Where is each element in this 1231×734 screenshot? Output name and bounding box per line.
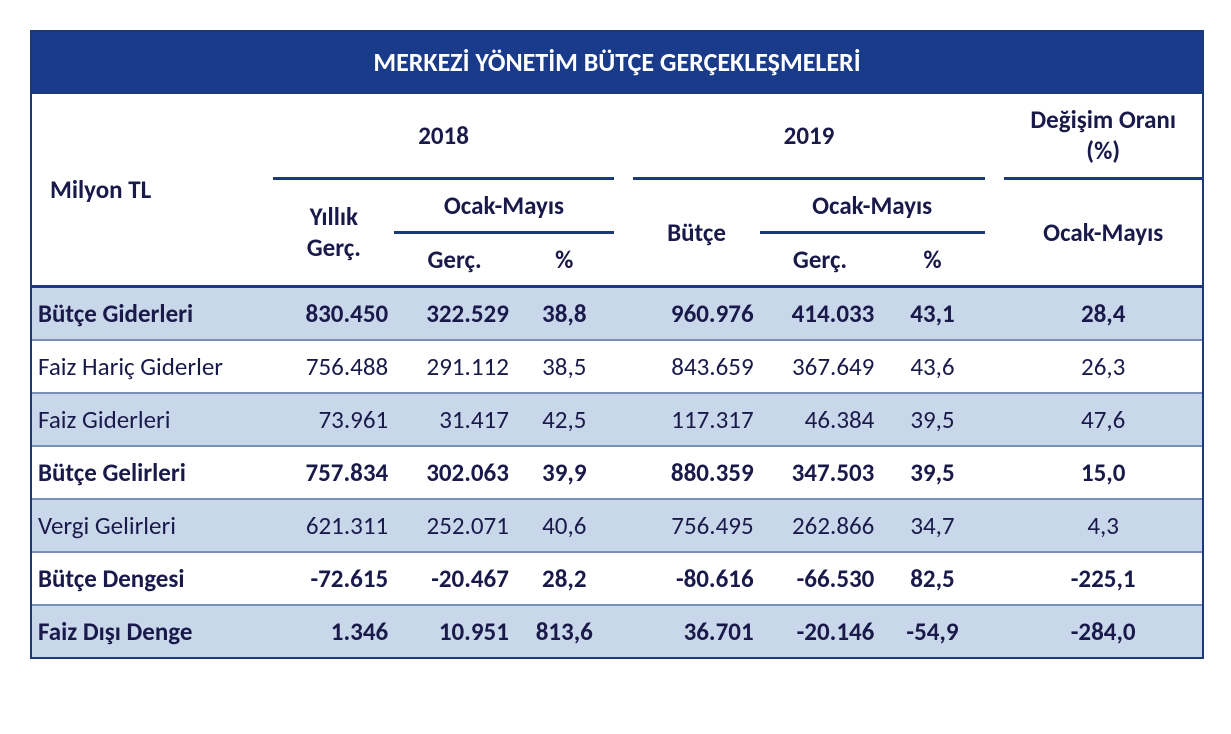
col-2019-gerc: Gerç. [760,232,881,285]
table-title: MERKEZİ YÖNETİM BÜTÇE GERÇEKLEŞMELERİ [32,32,1202,94]
col-2019-budget: Bütçe [633,178,759,285]
row-label: Faiz Hariç Giderler [32,340,273,393]
col-change-period: Ocak-Mayıs [1004,178,1202,285]
col-2018-gerc: Gerç. [394,232,515,285]
change-rate-header: Değişim Oranı (%) [1004,94,1202,178]
col-2018-period: Ocak-Mayıs [394,178,614,232]
data-table: Milyon TL 2018 2019 Değişim Oranı (%) Yı… [32,94,1202,657]
table-row: Vergi Gelirleri621.311252.07140,6756.495… [32,499,1202,552]
row-label: Bütçe Dengesi [32,552,273,605]
col-2018-pct: % [515,232,614,285]
table-row: Bütçe Giderleri830.450322.52938,8960.976… [32,286,1202,340]
col-2018-annual: Yıllık Gerç. [273,178,394,285]
row-label: Bütçe Gelirleri [32,446,273,499]
col-2019-period: Ocak-Mayıs [760,178,985,232]
table-row: Faiz Giderleri73.96131.41742,5117.31746.… [32,393,1202,446]
table-row: Bütçe Dengesi-72.615-20.46728,2-80.616-6… [32,552,1202,605]
table-row: Faiz Dışı Denge1.34610.951813,636.701-20… [32,605,1202,657]
unit-label: Milyon TL [32,94,273,285]
year-2018-header: 2018 [273,94,613,178]
row-label: Faiz Giderleri [32,393,273,446]
budget-table: MERKEZİ YÖNETİM BÜTÇE GERÇEKLEŞMELERİ Mi… [30,30,1204,659]
col-2019-pct: % [880,232,984,285]
table-row: Bütçe Gelirleri757.834302.06339,9880.359… [32,446,1202,499]
table-row: Faiz Hariç Giderler756.488291.11238,5843… [32,340,1202,393]
row-label: Vergi Gelirleri [32,499,273,552]
year-2019-header: 2019 [633,94,984,178]
row-label: Faiz Dışı Denge [32,605,273,657]
row-label: Bütçe Giderleri [32,286,273,340]
